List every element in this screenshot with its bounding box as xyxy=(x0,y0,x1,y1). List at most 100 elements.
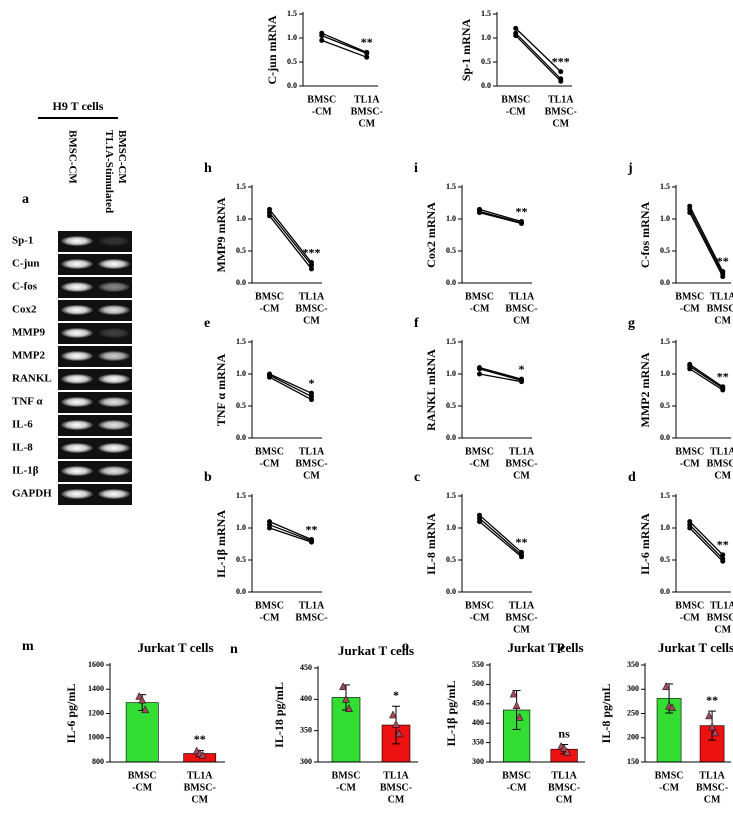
x-tick-label: CM xyxy=(358,118,375,129)
y-tick-label: 0.0 xyxy=(236,433,246,442)
x-tick-label: BMSC- xyxy=(295,303,327,314)
series-line xyxy=(269,374,312,397)
point xyxy=(509,689,518,698)
y-tick-label: 350 xyxy=(472,737,484,746)
gel-row-label: RANKL xyxy=(12,373,52,385)
y-tick-label: 1.5 xyxy=(660,337,670,346)
panel-letter: i xyxy=(414,161,418,176)
lane-label: TL1A-Stimulated xyxy=(103,130,115,213)
point xyxy=(267,374,272,380)
point xyxy=(708,722,716,731)
x-tick-label: BMSC xyxy=(675,600,704,611)
band xyxy=(98,374,130,384)
y-tick-label: 1.5 xyxy=(287,9,297,18)
point xyxy=(720,274,726,280)
x-tick-label: BMSC xyxy=(675,446,704,457)
gel-row-label: IL-1β xyxy=(12,465,39,477)
point xyxy=(392,719,400,728)
significance: *** xyxy=(552,54,570,68)
point xyxy=(267,213,272,219)
point xyxy=(513,33,519,39)
series-line xyxy=(321,34,367,54)
series-line xyxy=(479,366,522,380)
significance: * xyxy=(519,362,525,376)
y-tick-label: 300 xyxy=(300,757,312,766)
y-tick-label: 0.5 xyxy=(481,57,491,66)
series-line xyxy=(689,368,724,391)
point xyxy=(519,379,524,385)
x-tick-label: -CM xyxy=(680,612,701,623)
band xyxy=(98,259,130,269)
x-tick-label: -CM xyxy=(260,458,281,469)
y-tick-label: 0.5 xyxy=(446,401,456,410)
x-tick-label: BMSC- xyxy=(707,458,733,469)
y-tick-label: 1.5 xyxy=(660,182,670,191)
point xyxy=(558,78,564,84)
y-tick-label: 1.5 xyxy=(236,337,246,346)
y-tick-label: 1000 xyxy=(88,733,104,742)
y-tick-label: 0.0 xyxy=(481,81,491,90)
y-tick-label: 500 xyxy=(472,679,484,688)
significance: *** xyxy=(303,245,321,259)
band xyxy=(98,489,130,499)
series-line xyxy=(479,210,522,224)
point xyxy=(345,704,353,712)
x-tick-label: TL1A xyxy=(699,770,725,781)
band xyxy=(98,397,130,407)
panel-letter: n xyxy=(230,642,238,657)
x-tick-label: BMSC- xyxy=(380,782,412,793)
series-line xyxy=(689,212,724,277)
y-tick-label: 0.0 xyxy=(446,587,456,596)
x-tick-label: BMSC xyxy=(502,770,531,781)
panel-letter: m xyxy=(22,639,34,654)
band xyxy=(61,466,93,476)
point xyxy=(477,371,482,377)
y-tick-label: 1.5 xyxy=(236,182,246,191)
significance: ** xyxy=(306,522,318,536)
y-axis-label: TNF α mRNA xyxy=(214,354,228,427)
point xyxy=(687,366,693,372)
panel-letter: f xyxy=(414,316,419,331)
panel-letter: l xyxy=(449,0,453,3)
band xyxy=(98,420,130,430)
band xyxy=(61,420,93,430)
x-tick-label: TL1A xyxy=(187,770,213,781)
y-axis-label: IL-18 pg/mL xyxy=(272,682,286,748)
y-tick-label: 1.0 xyxy=(236,369,246,378)
y-tick-label: 350 xyxy=(300,725,312,734)
y-axis-label: IL-1β mRNA xyxy=(214,510,228,578)
x-tick-label: TL1A xyxy=(354,94,380,105)
x-tick-label: -CM xyxy=(260,612,281,623)
band xyxy=(98,328,130,338)
band xyxy=(61,443,93,453)
point xyxy=(309,397,314,403)
x-tick-label: -CM xyxy=(336,782,357,793)
x-tick-label: TL1A xyxy=(299,291,325,302)
y-tick-label: 350 xyxy=(627,660,639,669)
point xyxy=(512,701,521,709)
point xyxy=(309,266,314,272)
series-line xyxy=(689,365,724,389)
x-tick-label: TL1A xyxy=(383,770,409,781)
y-tick-label: 0.0 xyxy=(660,587,670,596)
band xyxy=(61,374,93,384)
y-tick-label: 0.5 xyxy=(236,246,246,255)
x-tick-label: BMSC- xyxy=(505,458,537,469)
x-tick-label: BMSC- xyxy=(707,303,733,314)
gel-header: H9 T cells xyxy=(53,99,104,113)
y-tick-label: 200 xyxy=(627,733,639,742)
lane-label: BMSC-CM xyxy=(66,130,78,184)
point xyxy=(513,25,519,31)
y-tick-label: 1.5 xyxy=(660,491,670,500)
y-tick-label: 300 xyxy=(627,684,639,693)
y-axis-label: C-jun mRNA xyxy=(265,15,279,84)
band xyxy=(61,236,93,246)
y-axis-label: IL-8 pg/mL xyxy=(599,684,613,744)
band xyxy=(98,236,130,246)
series-line xyxy=(479,211,522,225)
x-tick-label: CM xyxy=(513,624,530,635)
y-tick-label: 1.5 xyxy=(236,491,246,500)
x-tick-label: -CM xyxy=(260,303,281,314)
series-line xyxy=(689,527,724,562)
